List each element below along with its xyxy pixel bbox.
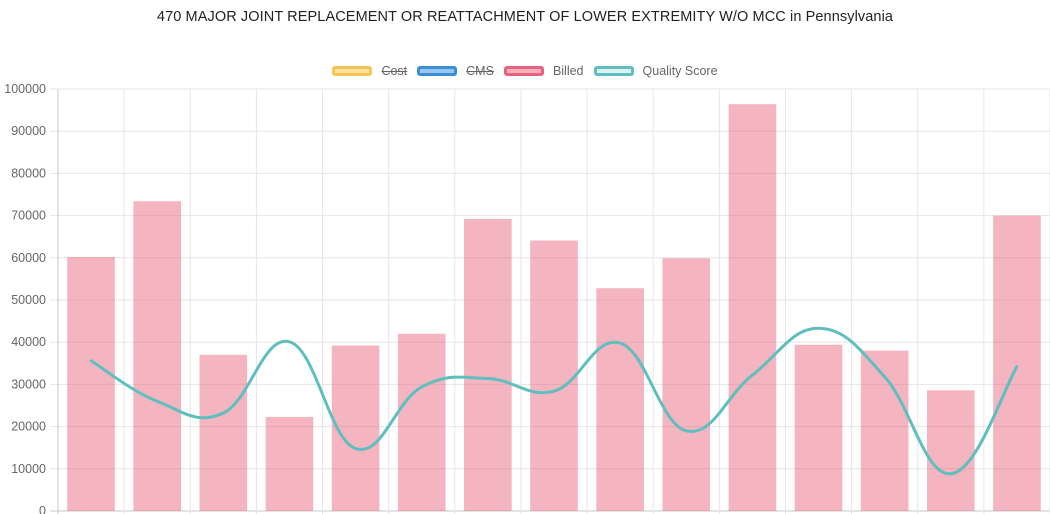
legend-swatch-cost bbox=[332, 66, 373, 76]
bar-billed bbox=[926, 390, 975, 511]
y-tick-label: 40000 bbox=[11, 335, 46, 349]
bar-billed bbox=[794, 344, 843, 511]
point-quality-score bbox=[751, 374, 754, 377]
bar-billed bbox=[199, 354, 248, 511]
point-quality-score bbox=[90, 359, 93, 362]
legend-swatch-billed bbox=[503, 66, 544, 76]
point-quality-score bbox=[883, 375, 886, 378]
point-quality-score bbox=[949, 472, 952, 475]
y-tick-label: 50000 bbox=[11, 293, 46, 307]
legend-swatch-quality-score bbox=[593, 66, 634, 76]
bar-billed bbox=[662, 258, 711, 511]
y-tick-label: 80000 bbox=[11, 166, 46, 180]
legend-label-billed: Billed bbox=[552, 64, 584, 78]
point-quality-score bbox=[288, 340, 291, 343]
bar-billed bbox=[993, 215, 1041, 511]
legend-swatch-cms bbox=[417, 66, 458, 76]
bar-billed bbox=[530, 240, 578, 512]
y-tick-label: 90000 bbox=[11, 124, 46, 138]
y-tick-label: 0 bbox=[39, 504, 46, 514]
point-quality-score bbox=[156, 400, 159, 403]
bar-billed bbox=[596, 288, 644, 511]
bar-billed bbox=[397, 333, 446, 511]
legend-label-cost: Cost bbox=[381, 64, 408, 78]
legend-item-cms[interactable]: CMS bbox=[417, 64, 494, 78]
bar-billed bbox=[464, 218, 512, 511]
point-quality-score bbox=[619, 342, 622, 345]
point-quality-score bbox=[685, 429, 688, 432]
bar-billed bbox=[133, 201, 182, 511]
legend-label-quality-score: Quality Score bbox=[642, 64, 718, 78]
bar-billed bbox=[728, 104, 777, 511]
legend-item-quality-score[interactable]: Quality Score bbox=[593, 64, 718, 78]
point-quality-score bbox=[354, 447, 357, 450]
legend-item-cost[interactable]: Cost bbox=[332, 64, 407, 78]
point-quality-score bbox=[420, 385, 423, 388]
bar-billed bbox=[331, 345, 380, 511]
point-quality-score bbox=[817, 327, 820, 330]
y-tick-label: 10000 bbox=[11, 462, 46, 476]
point-quality-score bbox=[1015, 365, 1018, 368]
point-quality-score bbox=[553, 390, 556, 393]
y-tick-label: 30000 bbox=[11, 377, 46, 391]
point-quality-score bbox=[222, 412, 225, 415]
legend-item-billed[interactable]: Billed bbox=[503, 64, 584, 78]
y-tick-label: 60000 bbox=[11, 251, 46, 265]
legend-label-cms: CMS bbox=[466, 64, 494, 78]
bar-billed bbox=[265, 416, 314, 511]
y-tick-label: 20000 bbox=[11, 420, 46, 434]
point-quality-score bbox=[486, 377, 489, 380]
bar-billed bbox=[67, 256, 115, 511]
legend: Cost CMS Billed Quality Score bbox=[0, 64, 1050, 78]
y-tick-label: 70000 bbox=[11, 209, 46, 223]
line-quality-score bbox=[89, 326, 1019, 476]
chart-title: 470 MAJOR JOINT REPLACEMENT OR REATTACHM… bbox=[156, 9, 894, 25]
y-tick-label: 100000 bbox=[4, 82, 46, 96]
